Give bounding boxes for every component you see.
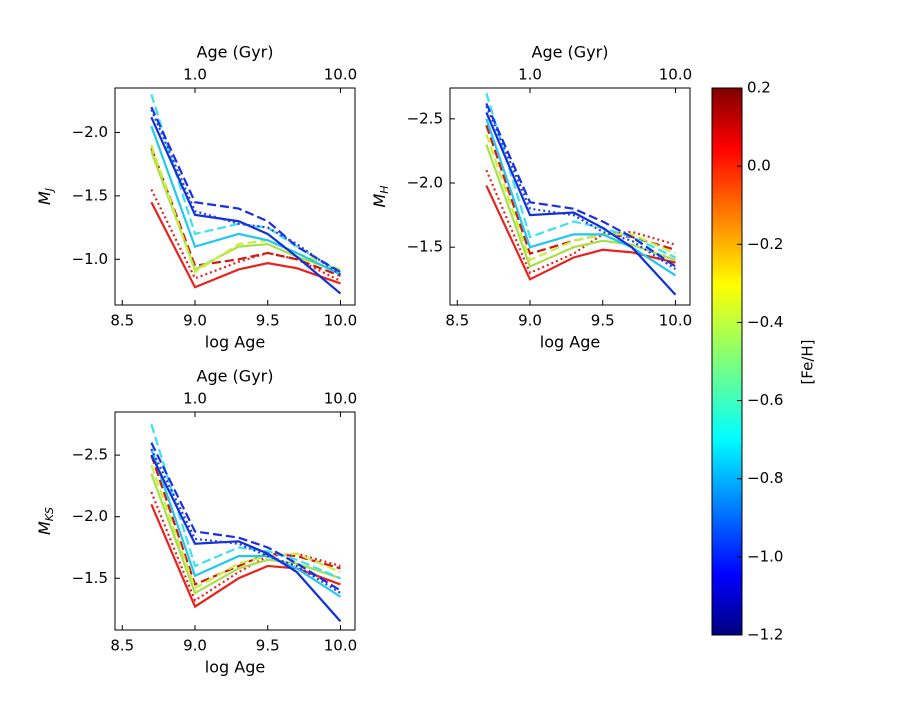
colorbar-tick-label: 0.2 — [747, 79, 771, 97]
x-tick-label: 9.5 — [591, 312, 615, 330]
colorbar-tick-label: −0.2 — [747, 235, 783, 253]
colorbar — [711, 87, 743, 636]
colorbar-tick-label: −0.4 — [747, 313, 783, 331]
series-line — [485, 111, 677, 296]
y-tick-label: −1.5 — [407, 238, 443, 256]
y-axis-title-main: M — [35, 521, 54, 535]
axes-frame — [114, 87, 356, 306]
x-axis-title: log Age — [205, 658, 265, 677]
series-line — [150, 454, 342, 623]
x-tick-label: 9.5 — [256, 312, 280, 330]
series-line — [150, 201, 341, 289]
top-axis-title: Age (Gyr) — [532, 43, 609, 62]
series-line — [150, 109, 342, 276]
x-axis-title: log Age — [205, 333, 265, 352]
colorbar-tick-label: −0.6 — [747, 391, 783, 409]
series-line — [485, 118, 677, 277]
top-x-tick-label: 10.0 — [324, 390, 357, 408]
top-axis-title: Age (Gyr) — [197, 43, 274, 62]
plot-area — [150, 423, 342, 623]
series-line — [485, 102, 677, 268]
x-tick-label: 8.5 — [445, 312, 469, 330]
colorbar-tick-label: 0.0 — [747, 157, 771, 175]
y-axis-title-main: M — [370, 194, 389, 208]
series-line — [150, 464, 341, 590]
y-tick-label: −2.5 — [72, 446, 108, 464]
plot-area — [485, 92, 677, 296]
axes-frame — [114, 411, 356, 631]
series-line — [150, 448, 342, 598]
y-axis-title: MH — [370, 185, 392, 207]
y-tick-label: −1.0 — [72, 250, 108, 268]
y-tick-label: −2.0 — [72, 123, 108, 141]
x-tick-label: 9.5 — [256, 637, 280, 655]
y-tick-label: −1.5 — [72, 186, 108, 204]
series-line — [150, 125, 341, 276]
series-line — [150, 423, 341, 580]
colorbar-tick-label: −0.8 — [747, 469, 783, 487]
y-tick-label: −1.5 — [72, 569, 108, 587]
x-tick-label: 10.0 — [659, 312, 692, 330]
y-axis-title-sub: KS — [43, 507, 56, 521]
series-line — [150, 189, 341, 282]
colorbar-tick-label: −1.2 — [747, 626, 783, 644]
series-line — [150, 442, 342, 592]
top-x-tick-label: 1.0 — [183, 66, 207, 84]
top-axis-title: Age (Gyr) — [197, 367, 274, 386]
top-x-tick-label: 10.0 — [659, 66, 692, 84]
x-tick-label: 8.5 — [110, 312, 134, 330]
series-line — [485, 133, 676, 262]
x-tick-label: 8.5 — [110, 637, 134, 655]
x-tick-label: 9.0 — [183, 312, 207, 330]
series-line — [485, 92, 676, 259]
x-tick-label: 10.0 — [324, 637, 357, 655]
series-line — [150, 144, 341, 274]
series-line — [150, 473, 341, 595]
y-axis-title: MKS — [35, 507, 57, 535]
colorbar-title: [Fe/H] — [799, 339, 817, 384]
y-axis-title: MJ — [35, 188, 57, 205]
y-axis-title-main: M — [35, 191, 54, 205]
top-x-tick-label: 1.0 — [183, 390, 207, 408]
series-line — [150, 116, 342, 295]
y-tick-label: −2.5 — [407, 109, 443, 127]
series-line — [485, 144, 676, 268]
x-axis-title: log Age — [540, 333, 600, 352]
x-tick-label: 9.0 — [518, 312, 542, 330]
y-tick-label: −2.0 — [72, 507, 108, 525]
axes-frame — [449, 87, 691, 306]
top-x-tick-label: 1.0 — [518, 66, 542, 84]
y-axis-title-sub: H — [378, 185, 391, 193]
x-tick-label: 9.0 — [183, 637, 207, 655]
x-tick-label: 10.0 — [324, 312, 357, 330]
y-tick-label: −2.0 — [407, 174, 443, 192]
series-line — [150, 106, 342, 273]
top-x-tick-label: 10.0 — [324, 66, 357, 84]
plot-area — [150, 94, 342, 295]
colorbar-tick-label: −1.0 — [747, 547, 783, 565]
y-axis-title-sub: J — [43, 188, 56, 193]
